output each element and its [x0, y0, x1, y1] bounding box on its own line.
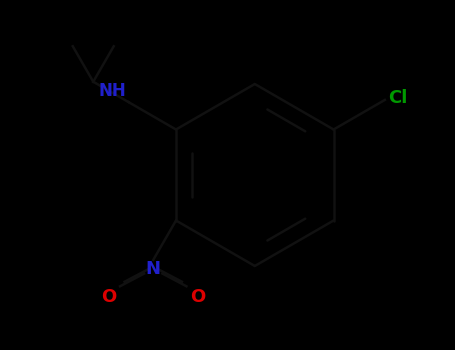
Text: NH: NH [99, 82, 126, 100]
Text: O: O [190, 288, 205, 306]
Text: N: N [146, 260, 161, 278]
Text: Cl: Cl [389, 89, 408, 107]
Text: O: O [101, 288, 117, 306]
